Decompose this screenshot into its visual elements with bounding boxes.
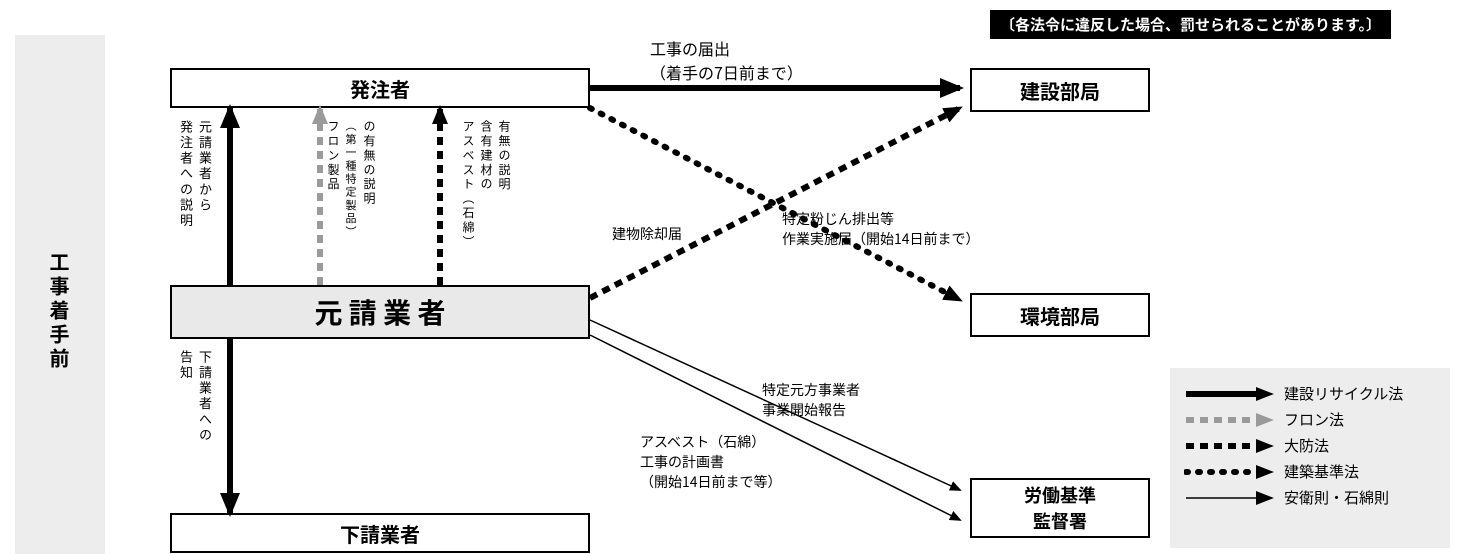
- legend-label: フロン法: [1284, 409, 1344, 430]
- hlabel-construction-notice: 工事の届出 （着手の7日前まで）: [650, 36, 803, 84]
- hlabel-business-start: 特定元方事業者 事業開始報告: [762, 380, 860, 420]
- legend-row: 大防法: [1184, 435, 1436, 456]
- box-prime-label: 元 請 業 者: [314, 292, 445, 332]
- warning-note: 〔各法令に違反した場合、罰せられることがあります。〕: [990, 10, 1391, 39]
- vlabel-asbestos-3: 有無の説明: [496, 120, 513, 192]
- sidebar-title: 工事着手前: [45, 252, 74, 372]
- box-kankyo-label: 環境部局: [1020, 301, 1100, 330]
- hlabel-dust-notice: 特定粉じん排出等 作業実施届（開始14日前まで）: [782, 209, 980, 249]
- box-environment-bureau: 環境部局: [970, 293, 1150, 337]
- box-subcontractor: 下請業者: [170, 513, 590, 553]
- vlabel-asbestos-1: アスベスト（石綿）: [460, 120, 477, 250]
- vlabel-freon-1: フロン製品: [325, 120, 342, 192]
- vlabel-notify-sub: 下請業者への 告知: [177, 350, 215, 444]
- legend-label: 建築基準法: [1284, 461, 1359, 482]
- legend-row: 建築基準法: [1184, 461, 1436, 482]
- legend-row: 建設リサイクル法: [1184, 383, 1436, 404]
- hlabel-demolition-notice: 建物除却届: [612, 224, 682, 244]
- box-kensetsu-label: 建設部局: [1020, 76, 1100, 105]
- vlabel-asbestos-2: 含有建材の: [478, 120, 495, 192]
- vlabel-explain-to-orderer: 元請業者から 発注者への説明: [177, 120, 215, 229]
- box-orderer-label: 発注者: [350, 74, 410, 103]
- box-roudou-label: 労働基準 監督署: [1024, 482, 1096, 534]
- box-prime-contractor: 元 請 業 者: [170, 285, 590, 339]
- vlabel-freon-3: の有無の説明: [361, 120, 378, 206]
- box-orderer: 発注者: [170, 68, 590, 108]
- hlabel-asbestos-plan: アスベスト（石綿） 工事の計画書 （開始14日前まで等）: [640, 432, 782, 492]
- box-construction-bureau: 建設部局: [970, 68, 1150, 112]
- box-labor-office: 労働基準 監督署: [970, 478, 1150, 538]
- legend-row: フロン法: [1184, 409, 1436, 430]
- legend-label: 建設リサイクル法: [1284, 383, 1403, 404]
- legend-row: 安衛則・石綿則: [1184, 487, 1436, 508]
- legend-label: 安衛則・石綿則: [1284, 487, 1389, 508]
- legend-label: 大防法: [1284, 435, 1329, 456]
- diagram-stage: 工事着手前 〔各法令に違反した場合、罰せられることがあります。〕 発注者 元 請…: [0, 0, 1458, 554]
- box-sub-label: 下請業者: [340, 519, 420, 548]
- vlabel-freon-2: （第一種特定製品）: [343, 120, 359, 239]
- legend: 建設リサイクル法フロン法大防法建築基準法安衛則・石綿則: [1170, 368, 1450, 548]
